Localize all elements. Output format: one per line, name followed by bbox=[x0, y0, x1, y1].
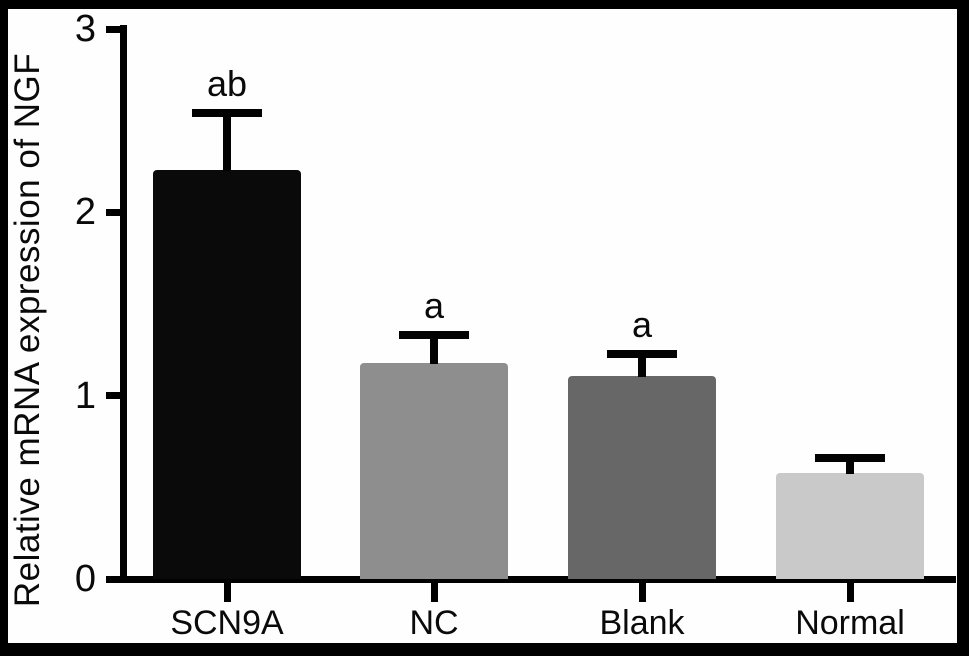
error-bar-stem bbox=[430, 338, 438, 364]
y-tick-label: 1 bbox=[74, 374, 96, 417]
error-bar-cap bbox=[192, 109, 262, 118]
x-tick-label-blank: Blank bbox=[599, 604, 685, 642]
y-tick-mark bbox=[106, 392, 123, 400]
x-tick-label-normal: Normal bbox=[795, 604, 905, 642]
x-tick-label-nc: NC bbox=[409, 604, 459, 642]
error-bar-cap bbox=[815, 454, 885, 462]
bar-nc bbox=[360, 362, 508, 579]
y-tick-mark bbox=[106, 208, 123, 216]
error-bar-stem bbox=[223, 116, 231, 172]
bar-normal bbox=[776, 472, 924, 579]
error-bar-cap bbox=[399, 331, 469, 340]
x-tick-mark bbox=[638, 582, 646, 602]
x-axis-line bbox=[106, 575, 956, 583]
y-tick-label: 3 bbox=[74, 8, 96, 50]
significance-label: ab bbox=[206, 63, 248, 105]
significance-label: a bbox=[631, 303, 653, 345]
x-tick-mark bbox=[430, 582, 438, 602]
bar-scn9a bbox=[153, 170, 301, 579]
x-tick-mark bbox=[846, 582, 854, 602]
error-bar-stem bbox=[846, 461, 854, 474]
y-tick-label: 0 bbox=[74, 558, 96, 600]
error-bar-stem bbox=[638, 356, 646, 377]
significance-label: a bbox=[423, 285, 445, 327]
y-tick-label: 2 bbox=[74, 191, 96, 234]
x-tick-label-scn9a: SCN9A bbox=[170, 604, 284, 642]
bar-blank bbox=[568, 375, 716, 579]
y-tick-mark bbox=[106, 25, 123, 33]
y-axis-line bbox=[119, 25, 127, 582]
error-bar-cap bbox=[607, 349, 677, 358]
y-tick-mark bbox=[106, 575, 123, 583]
x-tick-mark bbox=[223, 582, 231, 602]
y-axis-title: Relative mRNA expression of NGF bbox=[8, 52, 47, 608]
